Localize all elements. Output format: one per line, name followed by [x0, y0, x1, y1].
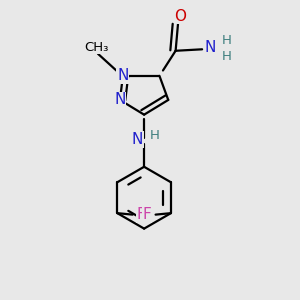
- Text: N: N: [205, 40, 216, 55]
- Text: F: F: [136, 207, 145, 222]
- Text: O: O: [174, 8, 186, 23]
- Text: H: H: [222, 34, 232, 47]
- Text: CH₃: CH₃: [84, 41, 109, 54]
- Text: N: N: [117, 68, 129, 83]
- Text: N: N: [132, 132, 143, 147]
- Text: H: H: [149, 129, 159, 142]
- Text: H: H: [222, 50, 232, 63]
- Text: F: F: [143, 207, 152, 222]
- Text: N: N: [114, 92, 126, 107]
